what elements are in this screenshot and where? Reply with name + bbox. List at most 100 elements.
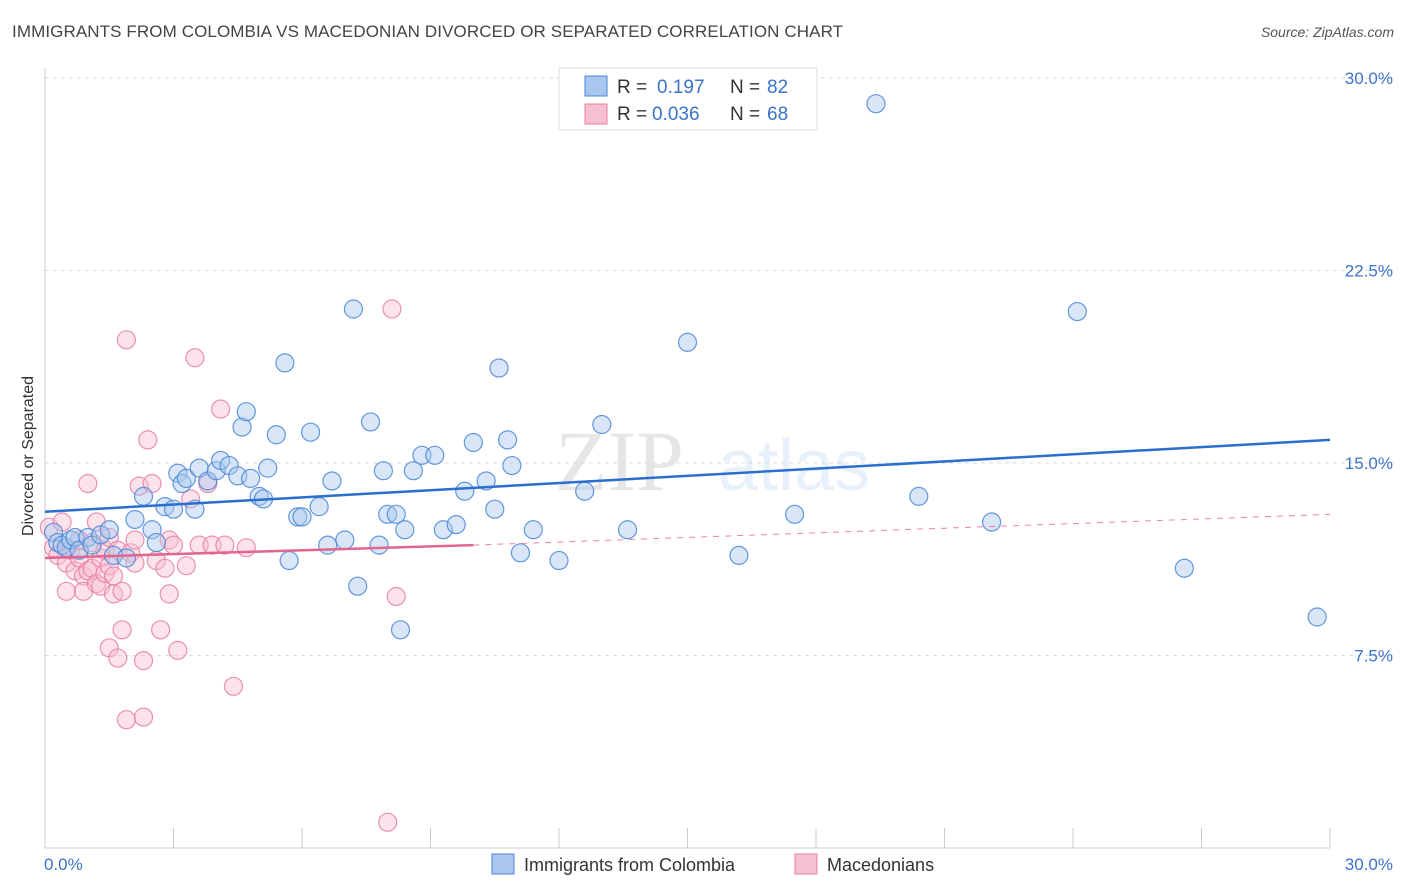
colombia-point-74 — [784, 504, 805, 524]
colombia-point-36 — [275, 353, 295, 373]
colombia-point-60 — [463, 432, 483, 453]
colombia-point-80 — [1307, 607, 1327, 627]
macedonians-point-39 — [138, 430, 158, 450]
series-legend: Immigrants from Colombia Macedonians — [491, 853, 934, 875]
series-legend-swatch-macedonians — [794, 853, 818, 875]
colombia-point-43 — [322, 471, 342, 491]
macedonians-point-56 — [223, 676, 244, 696]
macedonians-point-57 — [236, 538, 256, 558]
trend-line-macedonians — [44, 543, 474, 560]
macedonians-point-50 — [185, 348, 205, 368]
source-label: Source: ZipAtlas.com — [1260, 24, 1394, 40]
macedonians-point-29 — [112, 581, 132, 601]
x-tick-labels: 0.0% 30.0% — [44, 855, 1393, 874]
colombia-point-63 — [489, 358, 509, 378]
watermark-zip: ZIP — [555, 413, 684, 509]
chart-title: IMMIGRANTS FROM COLOMBIA VS MACEDONIAN D… — [12, 22, 844, 41]
colombia-point-78 — [1067, 301, 1087, 322]
colombia-point-10 — [99, 520, 119, 540]
trend-lines — [44, 438, 1331, 560]
macedonians-point-28 — [108, 648, 128, 668]
macedonians-point-42 — [151, 620, 171, 640]
series-macedonians-points — [39, 299, 406, 832]
y-tick-labels: 7.5% 15.0% 22.5% 30.0% — [1345, 69, 1393, 666]
legend-r-value-2: 0.036 — [652, 104, 700, 125]
macedonians-point-37 — [133, 707, 154, 727]
colombia-point-76 — [909, 486, 929, 506]
colombia-point-51 — [386, 504, 406, 524]
macedonians-point-31 — [116, 330, 136, 350]
macedonians-point-13 — [78, 473, 98, 494]
colombia-point-40 — [300, 422, 321, 442]
legend-n-value-1: 82 — [767, 77, 788, 98]
macedonians-point-46 — [163, 535, 184, 555]
legend-n-label-1: N = — [730, 77, 760, 98]
colombia-point-49 — [373, 461, 393, 481]
macedonians-point-48 — [176, 556, 196, 576]
macedonians-point-5 — [56, 581, 77, 601]
colombia-point-64 — [498, 430, 518, 450]
macedonians-point-34 — [125, 530, 145, 550]
colombia-point-16 — [146, 532, 166, 553]
colombia-point-59 — [455, 481, 475, 501]
colombia-point-44 — [335, 530, 355, 550]
colombia-point-62 — [485, 499, 505, 519]
colombia-point-35 — [266, 425, 286, 445]
macedonians-point-54 — [211, 399, 231, 419]
legend-swatch-blue — [584, 75, 608, 97]
colombia-point-53 — [395, 520, 415, 540]
axes — [44, 68, 1331, 849]
colombia-point-67 — [523, 520, 543, 540]
colombia-point-18 — [163, 499, 184, 519]
series-legend-swatch-colombia — [491, 853, 515, 875]
colombia-point-79 — [1174, 558, 1194, 578]
colombia-point-66 — [510, 543, 531, 563]
colombia-point-73 — [729, 545, 749, 566]
macedonians-point-58 — [382, 299, 402, 319]
colombia-point-52 — [390, 620, 411, 640]
colombia-point-42 — [318, 535, 338, 555]
macedonians-point-60 — [378, 812, 398, 832]
colombia-point-46 — [348, 576, 368, 596]
y-tick-label-0: 7.5% — [1354, 647, 1393, 666]
colombia-point-41 — [309, 497, 329, 517]
colombia-point-72 — [677, 332, 698, 352]
colombia-point-29 — [232, 417, 252, 437]
macedonians-point-59 — [386, 586, 406, 607]
colombia-point-12 — [116, 548, 136, 568]
x-tick-label-1: 30.0% — [1345, 855, 1393, 874]
colombia-point-54 — [403, 461, 423, 481]
colombia-point-57 — [433, 520, 453, 540]
stats-legend: R = 0.197 N = 82 R = 0.036 N = 68 — [558, 67, 818, 131]
series-legend-label-macedonians: Macedonians — [827, 855, 934, 875]
series-legend-label-colombia: Immigrants from Colombia — [524, 855, 736, 875]
colombia-point-30 — [236, 402, 256, 422]
macedonians-point-47 — [168, 640, 188, 660]
colombia-point-45 — [343, 299, 363, 319]
colombia-point-25 — [206, 461, 226, 481]
colombia-point-70 — [592, 414, 612, 435]
colombia-point-31 — [241, 468, 261, 488]
colombia-point-38 — [288, 507, 308, 527]
legend-n-value-2: 68 — [767, 104, 788, 125]
colombia-point-65 — [502, 455, 522, 476]
macedonians-point-38 — [133, 651, 154, 671]
colombia-point-39 — [292, 507, 312, 527]
colombia-point-68 — [549, 550, 569, 571]
legend-n-label-2: N = — [730, 104, 760, 125]
colombia-point-37 — [279, 550, 299, 571]
series-colombia-points — [43, 94, 1327, 640]
colombia-point-48 — [369, 535, 389, 555]
colombia-point-69 — [575, 481, 595, 501]
colombia-point-15 — [142, 520, 162, 540]
y-tick-label-3: 30.0% — [1345, 69, 1393, 88]
colombia-point-56 — [425, 445, 445, 465]
colombia-point-61 — [476, 471, 496, 491]
colombia-point-71 — [617, 520, 638, 540]
colombia-point-21 — [176, 468, 196, 488]
y-axis-title: Divorced or Separated — [20, 376, 37, 536]
x-tick-label-0: 0.0% — [44, 855, 83, 874]
trend-line-macedonians-extension — [473, 513, 1331, 546]
colombia-point-34 — [258, 458, 278, 478]
